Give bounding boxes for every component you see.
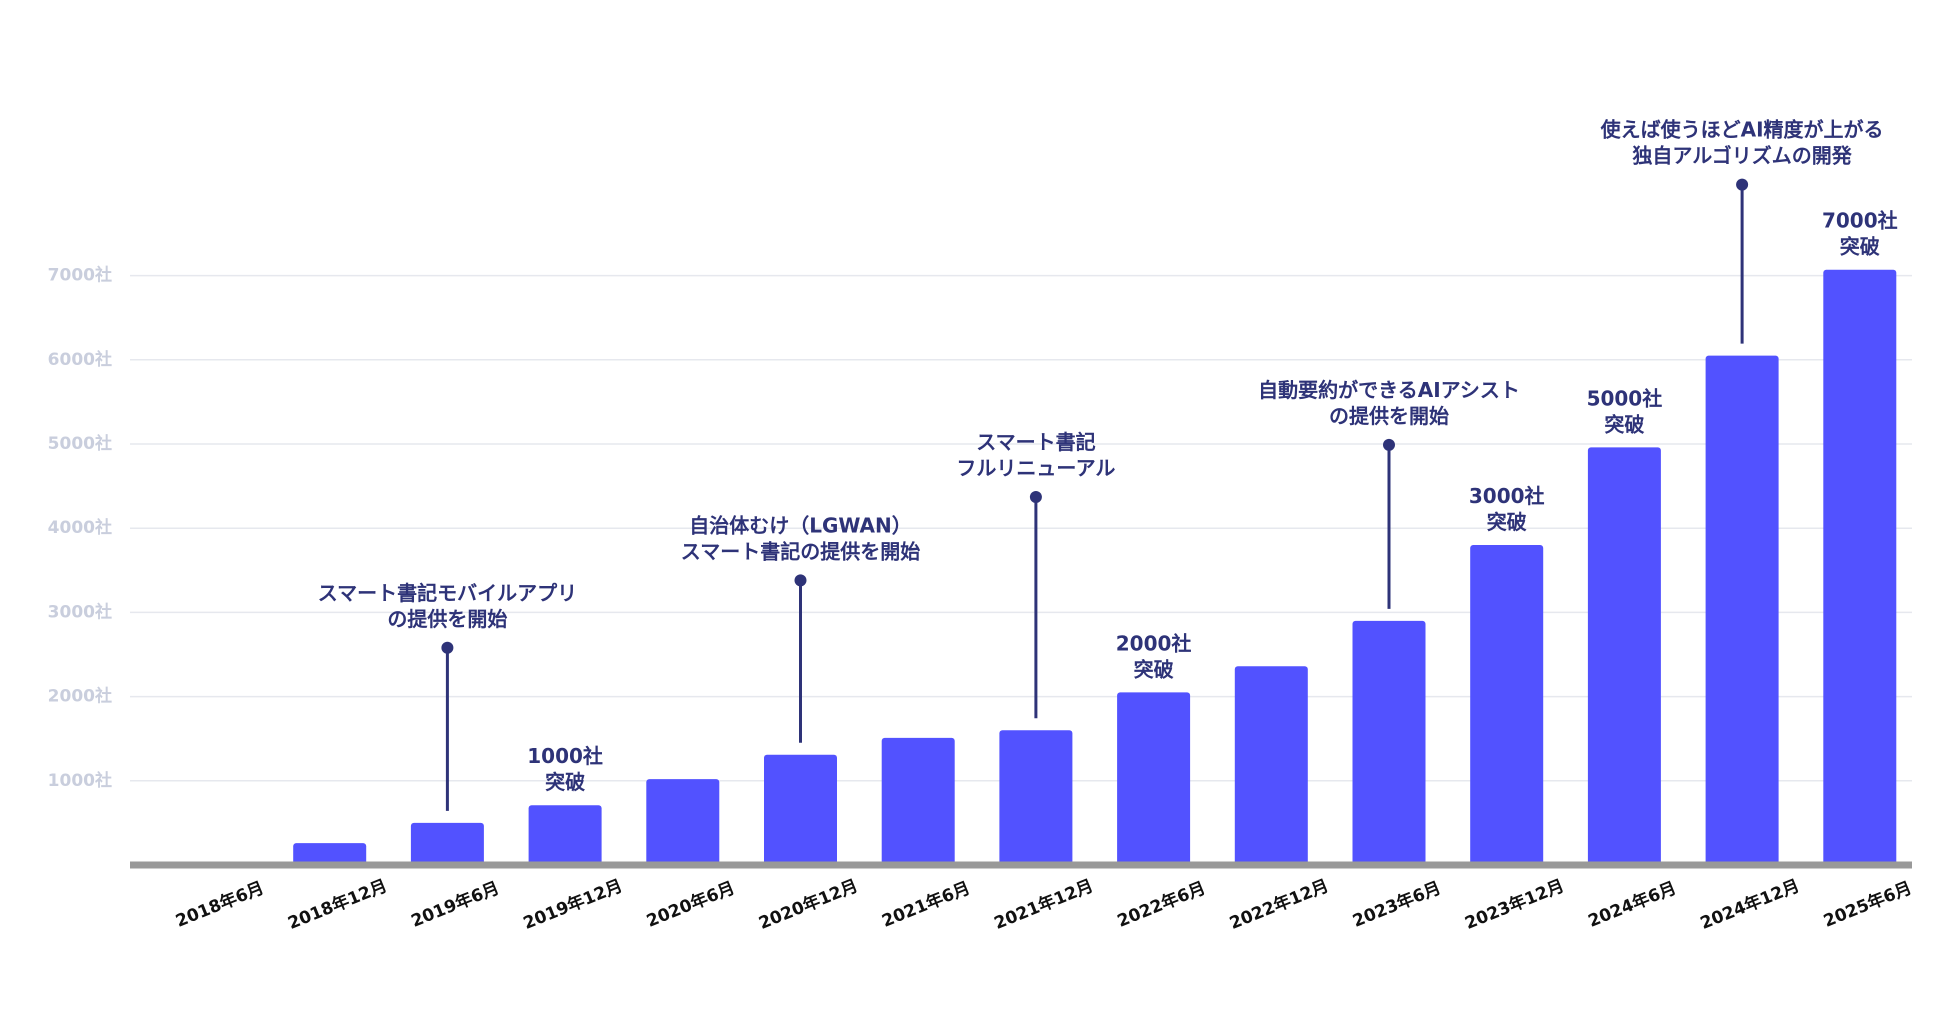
bar-2021年12月 xyxy=(999,730,1073,865)
x-tick-label: 2019年12月 xyxy=(520,875,625,934)
x-tick-label: 2021年6月 xyxy=(879,877,973,931)
event-dot xyxy=(441,641,454,654)
event-label: 独自アルゴリズムの開発 xyxy=(1632,144,1852,168)
milestone-label: 突破 xyxy=(1840,235,1880,259)
event-label: スマート書記モバイルアプリ xyxy=(318,581,577,605)
x-tick-label: 2023年12月 xyxy=(1462,875,1567,934)
bar-2019年12月 xyxy=(528,805,602,865)
bar-2023年6月 xyxy=(1352,620,1426,865)
gridlines xyxy=(130,274,1912,782)
bar-2018年12月 xyxy=(293,843,367,865)
y-tick-label: 4000社 xyxy=(48,517,112,538)
bar-2024年12月 xyxy=(1705,355,1779,865)
event-dot xyxy=(1383,438,1395,451)
milestone-label: 2000社 xyxy=(1116,631,1192,655)
bar-2022年6月 xyxy=(1117,692,1191,865)
event-dot xyxy=(1736,178,1749,191)
event-label: の提供を開始 xyxy=(1329,404,1449,428)
x-tick-label: 2019年6月 xyxy=(408,877,502,931)
y-tick-label: 6000社 xyxy=(48,349,112,370)
milestone-label: 突破 xyxy=(1134,657,1174,681)
y-tick-label: 7000社 xyxy=(48,265,112,286)
milestone-label: 7000社 xyxy=(1822,209,1898,233)
x-tick-label: 2018年6月 xyxy=(173,877,267,931)
y-tick-label: 3000社 xyxy=(48,601,112,622)
y-axis-ticks: 1000社 2000社 3000社 4000社 5000社 6000社 7000社 xyxy=(48,265,112,791)
event-label: 自治体むけ（LGWAN） xyxy=(689,513,912,537)
bar-2023年12月 xyxy=(1470,545,1544,865)
y-tick-label: 2000社 xyxy=(48,686,112,707)
bar-2021年6月 xyxy=(881,737,955,865)
x-tick-label: 2023年6月 xyxy=(1350,877,1444,931)
x-tick-label: 2020年12月 xyxy=(756,875,861,934)
x-tick-label: 2024年12月 xyxy=(1697,875,1802,934)
x-tick-label: 2024年6月 xyxy=(1585,877,1679,931)
bar-2019年6月 xyxy=(410,822,484,865)
milestone-label: 突破 xyxy=(1487,510,1527,534)
milestone-label: 突破 xyxy=(1604,412,1644,436)
x-tick-label: 2022年6月 xyxy=(1114,877,1208,931)
bar-2022年12月 xyxy=(1234,666,1308,865)
x-axis-ticks: 2018年6月 2018年12月 2019年6月 2019年12月 2020年6月 202… xyxy=(173,875,1915,934)
milestone-label: 5000社 xyxy=(1587,386,1663,410)
y-tick-label: 5000社 xyxy=(48,433,112,454)
milestone-label: 突破 xyxy=(545,770,585,794)
bar-2024年6月 xyxy=(1587,447,1661,865)
bar-2020年6月 xyxy=(646,779,720,865)
event-dot xyxy=(1029,491,1042,504)
x-tick-label: 2020年6月 xyxy=(643,877,737,931)
event-label: の提供を開始 xyxy=(387,607,507,631)
bars xyxy=(293,269,1897,865)
bar-2025年6月 xyxy=(1823,269,1897,865)
event-label: 使えば使うほどAI精度が上がる xyxy=(1600,118,1884,142)
x-tick-label: 2021年12月 xyxy=(991,875,1096,934)
event-label: フルリニューアル xyxy=(956,456,1115,480)
x-tick-label: 2018年12月 xyxy=(285,875,390,934)
x-tick-label: 2022年12月 xyxy=(1227,875,1332,934)
event-annotations: スマート書記モバイルアプリの提供を開始自治体むけ（LGWAN）スマート書記の提供… xyxy=(318,118,1884,811)
event-label: 自動要約ができるAIアシスト xyxy=(1258,378,1520,402)
event-label: スマート書記の提供を開始 xyxy=(681,539,920,563)
event-dot xyxy=(794,574,807,587)
milestone-label: 3000社 xyxy=(1469,484,1545,508)
bar-2020年12月 xyxy=(764,754,837,865)
y-tick-label: 1000社 xyxy=(48,770,112,791)
milestone-label: 1000社 xyxy=(527,744,603,768)
x-tick-label: 2025年6月 xyxy=(1820,877,1914,931)
event-label: スマート書記 xyxy=(976,430,1095,454)
